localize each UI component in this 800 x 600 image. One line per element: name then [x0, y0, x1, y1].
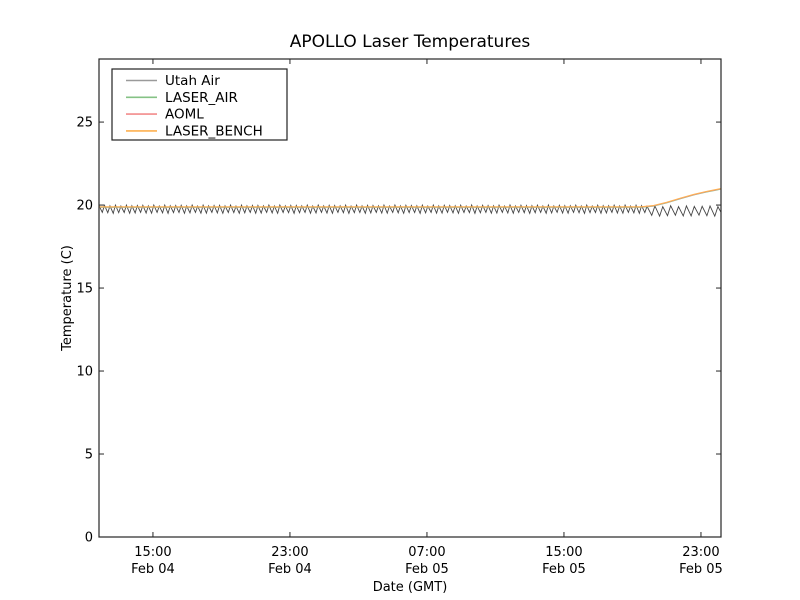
x-axis-label: Date (GMT)	[373, 580, 448, 595]
legend-label: LASER_BENCH	[165, 123, 263, 139]
y-tick-label: 10	[76, 365, 93, 380]
y-tick-label: 20	[76, 199, 93, 214]
x-tick-label-time: 23:00	[271, 545, 308, 560]
x-tick-label-date: Feb 04	[131, 562, 175, 577]
x-tick-label-time: 07:00	[408, 545, 445, 560]
y-tick-label: 0	[85, 531, 93, 546]
legend-label: AOML	[165, 107, 204, 123]
legend-entry: LASER_AIR	[126, 90, 238, 106]
x-tick-label-date: Feb 05	[542, 562, 586, 577]
y-tick-label: 5	[85, 448, 93, 463]
plot-frame	[98, 58, 722, 538]
x-tick-label-time: 23:00	[682, 545, 719, 560]
legend-entry: Utah Air	[126, 73, 220, 89]
x-tick-label-date: Feb 04	[268, 562, 312, 577]
y-tick-label: 15	[76, 282, 93, 297]
series-line-laser-bench	[99, 187, 721, 208]
x-tick-label-date: Feb 05	[679, 562, 723, 577]
series-lines	[99, 187, 721, 218]
axis-ticks: 15:00 Feb 04 23:00 Feb 04 07:00 Feb 05 15:00 Fe…	[76, 59, 723, 577]
y-tick-label: 25	[76, 116, 93, 131]
y-axis-label: Temperature (C)	[60, 245, 75, 352]
legend-label: Utah Air	[165, 73, 220, 89]
x-tick-label-date: Feb 05	[405, 562, 449, 577]
legend-entry: LASER_BENCH	[126, 123, 263, 139]
series-line-utah-air	[99, 203, 721, 218]
legend-label: LASER_AIR	[165, 90, 238, 106]
x-tick-label-time: 15:00	[134, 545, 171, 560]
legend-entry: AOML	[126, 107, 204, 123]
chart-title: APOLLO Laser Temperatures	[290, 32, 531, 52]
x-tick-label-time: 15:00	[545, 545, 582, 560]
